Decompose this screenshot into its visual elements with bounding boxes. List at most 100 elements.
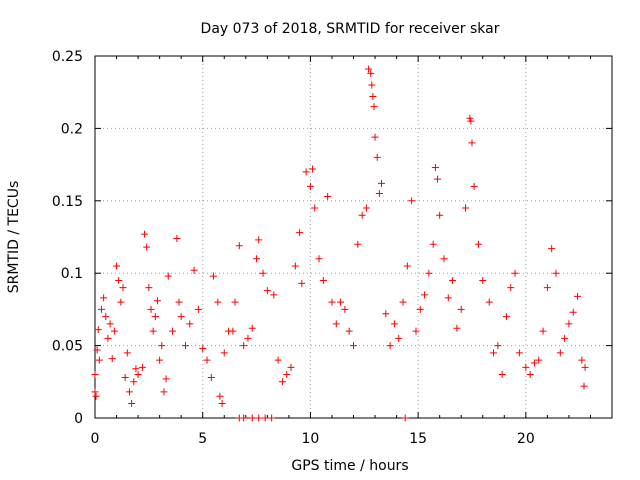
data-point	[259, 269, 267, 277]
data-point	[382, 310, 390, 318]
x-tick-label: 15	[409, 431, 427, 447]
data-point	[153, 297, 161, 305]
data-point	[425, 269, 433, 277]
data-point	[255, 236, 263, 244]
data-point	[181, 342, 189, 350]
data-point	[580, 382, 588, 390]
data-point	[248, 324, 256, 332]
data-point	[253, 255, 261, 263]
data-point	[121, 373, 129, 381]
tick-marks	[94, 55, 612, 419]
x-tick-label: 10	[302, 431, 320, 447]
chart-title: Day 073 of 2018, SRMTID for receiver ska…	[201, 21, 500, 37]
grid	[95, 56, 612, 418]
data-point	[341, 305, 349, 313]
data-point	[552, 269, 560, 277]
data-point	[108, 355, 116, 363]
data-point	[462, 204, 470, 212]
data-point	[375, 190, 383, 198]
data-point	[113, 262, 121, 270]
data-point	[214, 298, 222, 306]
data-point	[369, 93, 377, 101]
data-point	[440, 255, 448, 263]
data-point	[365, 65, 373, 73]
data-point	[270, 291, 278, 299]
data-point	[248, 414, 256, 422]
data-point	[386, 342, 394, 350]
data-point	[100, 294, 108, 302]
data-point	[319, 276, 327, 284]
data-point	[535, 356, 543, 364]
data-point	[216, 392, 224, 400]
data-point	[467, 117, 475, 125]
data-point	[511, 269, 519, 277]
data-point	[522, 363, 530, 371]
data-point	[104, 334, 112, 342]
data-point	[102, 313, 110, 321]
data-point	[453, 324, 461, 332]
data-point	[309, 165, 317, 173]
data-point	[151, 313, 159, 321]
data-point	[378, 179, 386, 187]
data-point	[502, 313, 510, 321]
data-point	[354, 240, 362, 248]
data-point	[132, 365, 140, 373]
data-point	[115, 276, 123, 284]
data-point	[324, 192, 332, 200]
data-point	[95, 356, 103, 364]
data-point	[561, 334, 569, 342]
data-point	[160, 388, 168, 396]
data-point	[315, 255, 323, 263]
data-point	[416, 305, 424, 313]
data-point	[162, 375, 170, 383]
data-point	[134, 371, 142, 379]
data-point	[231, 298, 239, 306]
data-point	[263, 287, 271, 295]
data-point	[371, 133, 379, 141]
x-tick-label: 0	[91, 431, 100, 447]
data-point	[401, 414, 409, 422]
data-point	[412, 327, 420, 335]
x-tick-label: 20	[517, 431, 535, 447]
data-point	[147, 305, 155, 313]
x-axis-label: GPS time / hours	[291, 458, 408, 474]
data-point	[207, 373, 215, 381]
data-point	[306, 182, 314, 190]
y-tick-label: 0	[74, 411, 83, 427]
data-point	[203, 356, 211, 364]
data-point	[125, 388, 133, 396]
data-point	[117, 298, 125, 306]
data-point	[421, 291, 429, 299]
data-point	[110, 327, 118, 335]
data-point	[548, 245, 556, 253]
data-point	[474, 240, 482, 248]
data-point	[235, 242, 243, 250]
data-point	[367, 69, 375, 77]
data-point	[123, 349, 131, 357]
data-point	[515, 349, 523, 357]
data-point	[362, 204, 370, 212]
data-point	[130, 378, 138, 386]
data-point	[94, 326, 102, 334]
data-point	[390, 320, 398, 328]
data-point	[468, 139, 476, 147]
data-point	[92, 392, 100, 400]
data-point	[199, 344, 207, 352]
data-point	[581, 363, 589, 371]
data-point	[507, 284, 515, 292]
data-point	[431, 163, 439, 171]
data-point	[93, 346, 101, 354]
data-point	[328, 298, 336, 306]
y-axis-label: SRMTID / TECUs	[6, 181, 22, 294]
data-point	[370, 103, 378, 111]
data-point	[175, 298, 183, 306]
data-point	[498, 371, 506, 379]
data-point	[434, 175, 442, 183]
data-point	[173, 234, 181, 242]
data-point	[268, 414, 276, 422]
data-point	[399, 298, 407, 306]
data-point	[466, 114, 474, 122]
data-point	[194, 305, 202, 313]
data-point	[255, 414, 263, 422]
data-point	[373, 153, 381, 161]
